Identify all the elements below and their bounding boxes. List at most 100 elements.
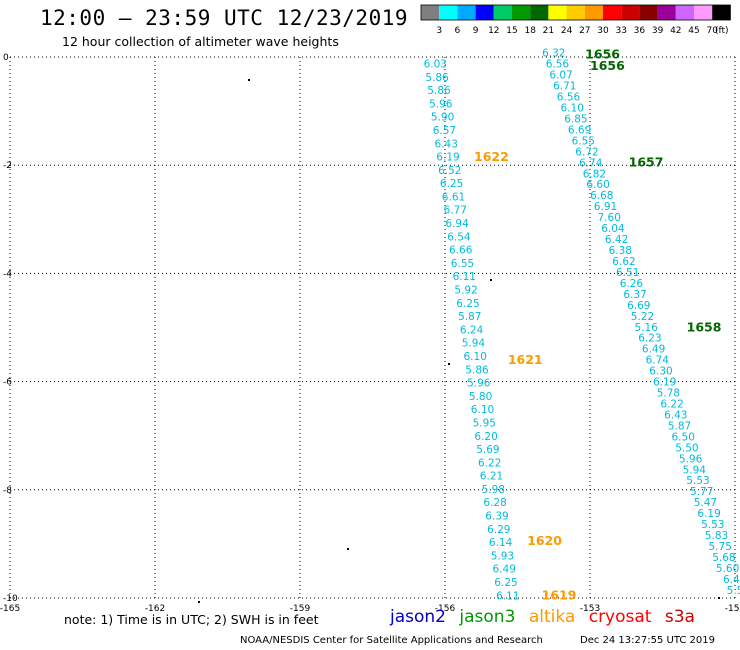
y-tick-label: -10 bbox=[3, 594, 18, 604]
colorbar-tick-label: 70 bbox=[706, 26, 718, 36]
swh-value-label: 6.32 bbox=[542, 48, 565, 60]
swh-value-label: 6.85 bbox=[564, 114, 587, 126]
legend-altika: altika bbox=[528, 607, 576, 627]
swh-value-label: 6.10 bbox=[561, 103, 584, 115]
colorbar-tick-label: 33 bbox=[615, 26, 626, 36]
swh-value-label: 6.72 bbox=[575, 146, 598, 158]
swh-value-label: 5.94 bbox=[683, 464, 707, 476]
colorbar-tick-label: 15 bbox=[506, 26, 517, 36]
island-marker bbox=[248, 79, 250, 81]
swh-value-label: 6.20 bbox=[474, 431, 497, 443]
pass-time-label: 1620 bbox=[527, 533, 562, 548]
colorbar-tick-label: 21 bbox=[543, 26, 554, 36]
wave-height-map: -165 -162 -159 -156 -153 -150 0 -2 -4 -6 -8 -10 6.03… bbox=[0, 46, 740, 612]
swh-value-label: 6.30 bbox=[649, 366, 672, 378]
swh-value-label: 6.28 bbox=[483, 497, 506, 509]
pass-time-label: 1621 bbox=[508, 352, 543, 367]
satellite-legend: jason2 jason3 altika cryosat s3a bbox=[390, 607, 703, 627]
legend-jason3: jason3 bbox=[459, 607, 516, 627]
credit-line: NOAA/NESDIS Center for Satellite Applica… bbox=[240, 635, 543, 646]
swh-value-label: 6.55 bbox=[451, 258, 474, 270]
swh-value-label: 6.62 bbox=[612, 256, 635, 268]
swh-value-label: 5.78 bbox=[657, 388, 680, 400]
swh-value-label: 5.96 bbox=[429, 98, 453, 110]
colorbar-swatch bbox=[566, 5, 585, 20]
swh-value-label: 6.52 bbox=[438, 165, 461, 177]
colorbar-tick-label: 6 bbox=[455, 26, 461, 36]
swh-value-label: 5.60 bbox=[716, 563, 739, 575]
swh-value-label: 6.69 bbox=[627, 300, 650, 312]
legend-cryosat: cryosat bbox=[588, 607, 652, 627]
x-tick-label: -162 bbox=[145, 604, 165, 612]
legend-jason2: jason2 bbox=[390, 607, 446, 627]
swh-value-label: 6.49 bbox=[642, 344, 665, 356]
swh-value-label: 6.25 bbox=[456, 298, 479, 310]
swh-value-label: 6.19 bbox=[436, 152, 459, 164]
swh-value-label: 6.43 bbox=[664, 410, 687, 422]
colorbar-swatch bbox=[548, 5, 567, 20]
colorbar-swatch bbox=[493, 5, 512, 20]
swh-value-label: 6.4 bbox=[723, 574, 740, 586]
swh-value-label: 7.60 bbox=[598, 212, 621, 224]
swh-value-label: 6.38 bbox=[609, 245, 632, 257]
swh-value-label: 5.22 bbox=[631, 311, 654, 323]
y-tick-label: -6 bbox=[3, 378, 12, 388]
pass-time-label: 1619 bbox=[542, 587, 577, 602]
x-tick-label: -159 bbox=[290, 604, 311, 612]
swh-value-label: 6.50 bbox=[672, 431, 695, 443]
colorbar-tick-label: 12 bbox=[488, 26, 499, 36]
swh-value-label: 6.82 bbox=[583, 168, 606, 180]
swh-value-label: 5.80 bbox=[469, 391, 492, 403]
colorbar-tick-label: 42 bbox=[670, 26, 681, 36]
swh-value-label: 6.19 bbox=[697, 508, 720, 520]
swh-value-label: 5.53 bbox=[686, 475, 709, 487]
swh-value-label: 5.50 bbox=[675, 442, 698, 454]
colorbar-swatch bbox=[584, 5, 603, 20]
colorbar-swatch bbox=[530, 5, 549, 20]
swh-value-label: 5.86 bbox=[425, 72, 449, 84]
swh-value-label: 6.74 bbox=[579, 157, 603, 169]
swh-value-label: 6.07 bbox=[549, 70, 572, 82]
colorbar-unit-label: (ft) bbox=[715, 26, 729, 36]
swh-value-label: 5.96 bbox=[679, 453, 703, 465]
swh-value-label: 6.03 bbox=[424, 59, 447, 71]
swh-value-label: 6.10 bbox=[464, 351, 487, 363]
swh-value-label: 6.49 bbox=[493, 564, 516, 576]
swh-value-label: 6.04 bbox=[601, 223, 625, 235]
colorbar-swatch bbox=[457, 5, 476, 20]
swh-value-label: 6.14 bbox=[489, 537, 513, 549]
swh-value-label: 6.22 bbox=[660, 399, 683, 411]
swh-value-label: 6.56 bbox=[557, 92, 581, 104]
swh-value-label: 6.25 bbox=[494, 577, 517, 589]
swh-value-label: 6.11 bbox=[453, 271, 476, 283]
island-marker bbox=[718, 597, 720, 599]
island-marker bbox=[448, 363, 450, 365]
page-title: 12:00 — 23:59 UTC 12/23/2019 bbox=[40, 6, 409, 30]
swh-value-label: 5.90 bbox=[431, 112, 454, 124]
colorbar-swatch bbox=[675, 5, 694, 20]
swh-value-label: 6.37 bbox=[623, 289, 646, 301]
x-tick-label: -156 bbox=[435, 604, 456, 612]
colorbar-tick-label: 30 bbox=[597, 26, 609, 36]
swh-value-label: 5.87 bbox=[668, 420, 691, 432]
swh-value-label: 6.91 bbox=[594, 201, 617, 213]
swh-value-label: 5.87 bbox=[458, 311, 481, 323]
y-tick-label: -8 bbox=[3, 486, 12, 496]
swh-value-label: 5.83 bbox=[705, 530, 728, 542]
y-tick-label: -2 bbox=[3, 161, 12, 171]
colorbar-tick-label: 45 bbox=[688, 26, 699, 36]
island-marker bbox=[198, 601, 200, 603]
y-tick-label: -4 bbox=[3, 269, 12, 279]
colorbar-frame bbox=[420, 4, 731, 21]
swh-value-label: 6.42 bbox=[605, 234, 628, 246]
swh-value-label: 5.86 bbox=[427, 85, 451, 97]
swh-value-label: 6.23 bbox=[638, 333, 661, 345]
swh-value-label: 5.47 bbox=[694, 497, 717, 509]
swh-value-label: 6.26 bbox=[620, 278, 644, 290]
swh-value-label: 6.61 bbox=[442, 191, 465, 203]
swh-value-label: 5.86 bbox=[465, 364, 489, 376]
page-subtitle: 12 hour collection of altimeter wave hei… bbox=[62, 34, 339, 49]
swh-value-label: 5.68 bbox=[712, 552, 735, 564]
legend-s3a: s3a bbox=[664, 607, 695, 627]
colorbar-swatch bbox=[712, 5, 731, 20]
